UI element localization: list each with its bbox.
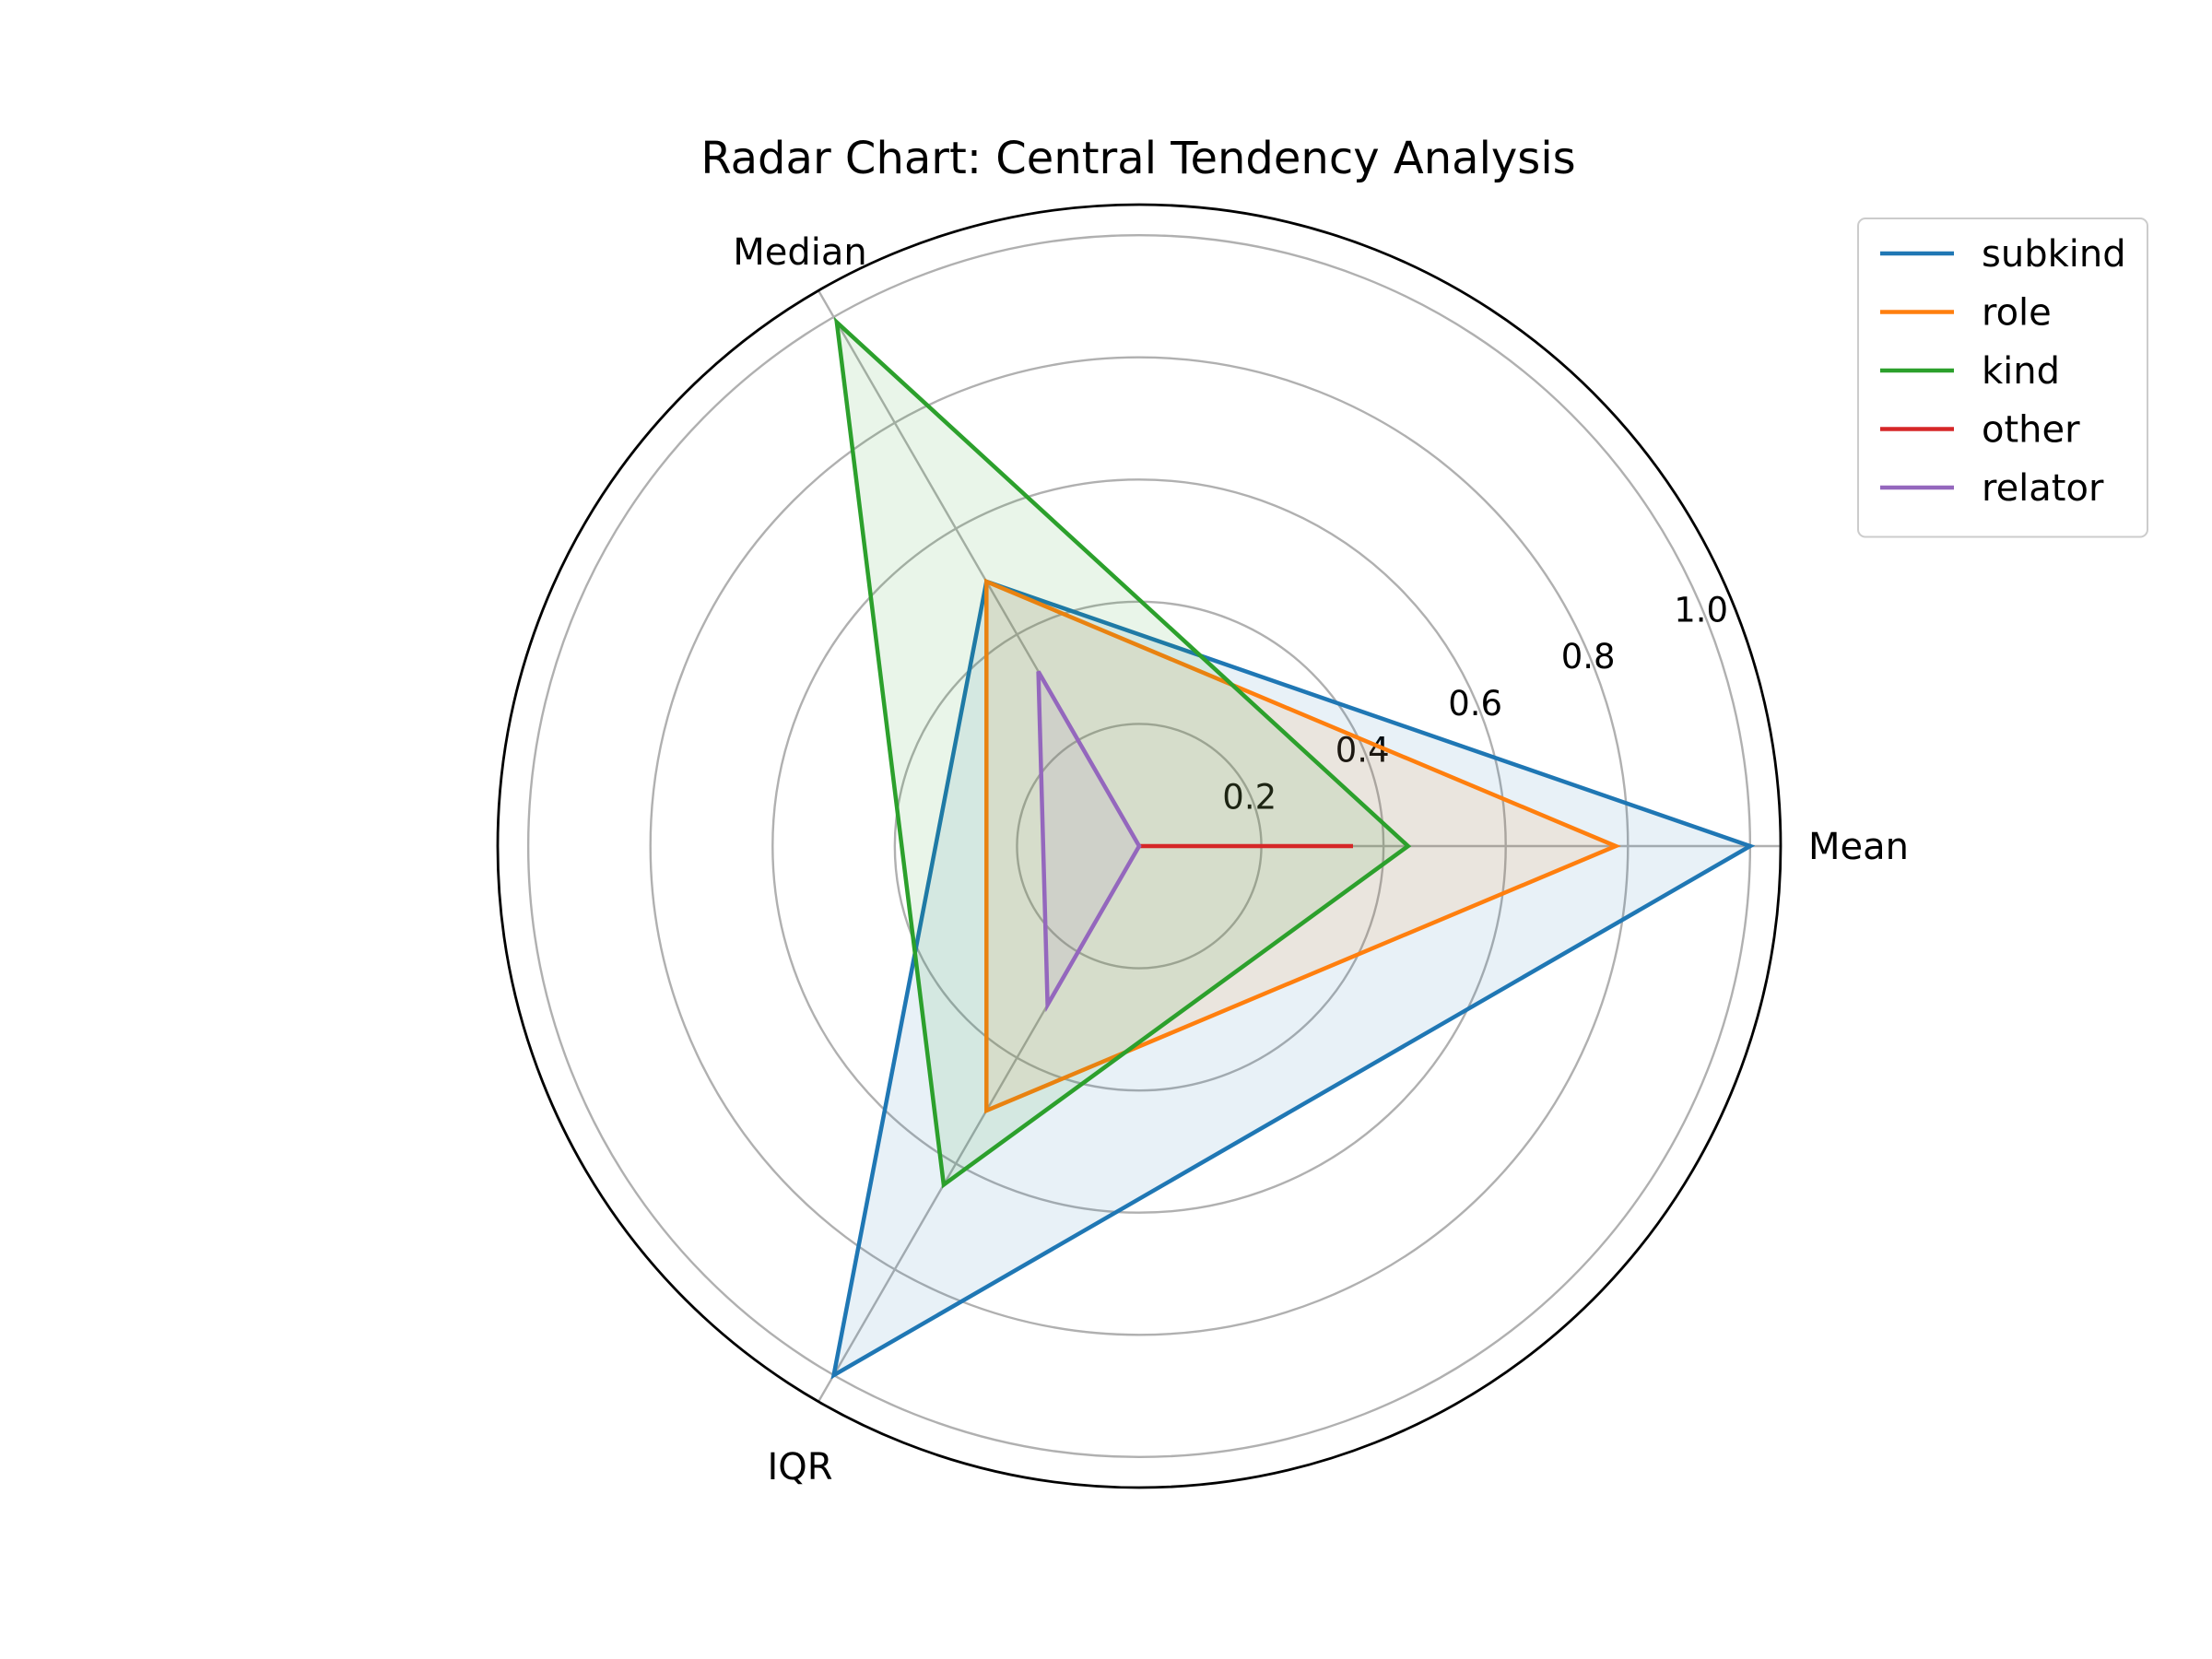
radial-tick-label: 0.8	[1561, 637, 1616, 677]
legend-label-role: role	[1982, 292, 2052, 335]
series-line-relator	[1036, 670, 1142, 1013]
radial-tick-label: 1.0	[1674, 591, 1728, 630]
legend-label-other: other	[1982, 409, 2080, 452]
radial-tick-label: 0.6	[1448, 684, 1502, 724]
series-line-kind	[833, 316, 1412, 1189]
axis-label-mean: Mean	[1808, 826, 1909, 868]
legend-label-relator: relator	[1982, 467, 2104, 510]
series-line-role	[984, 578, 1621, 1114]
axis-label-median: Median	[733, 231, 867, 274]
legend-label-kind: kind	[1982, 350, 2060, 393]
series-fill-kind	[836, 322, 1408, 1185]
legend-label-subkind: subkind	[1982, 233, 2126, 276]
series-line-subkind	[830, 579, 1756, 1380]
axis-labels: Mean Median IQR	[733, 231, 1909, 1488]
radial-tick-label: 0.4	[1335, 731, 1390, 771]
outer-frame	[496, 203, 1783, 1489]
legend: subkind role kind other relator	[1857, 218, 2148, 538]
series-fill-subkind	[833, 582, 1750, 1376]
radial-tick-label: 0.2	[1222, 777, 1277, 817]
legend-box	[1857, 218, 2148, 538]
series-group	[830, 316, 1756, 1380]
axis-label-iqr: IQR	[767, 1446, 832, 1488]
chart-title: Radar Chart: Central Tendency Analysis	[700, 133, 1575, 184]
radial-grid: 0.2 0.4 0.6 0.8 1.0	[496, 203, 1783, 1489]
series-fill-relator	[1038, 671, 1139, 1006]
